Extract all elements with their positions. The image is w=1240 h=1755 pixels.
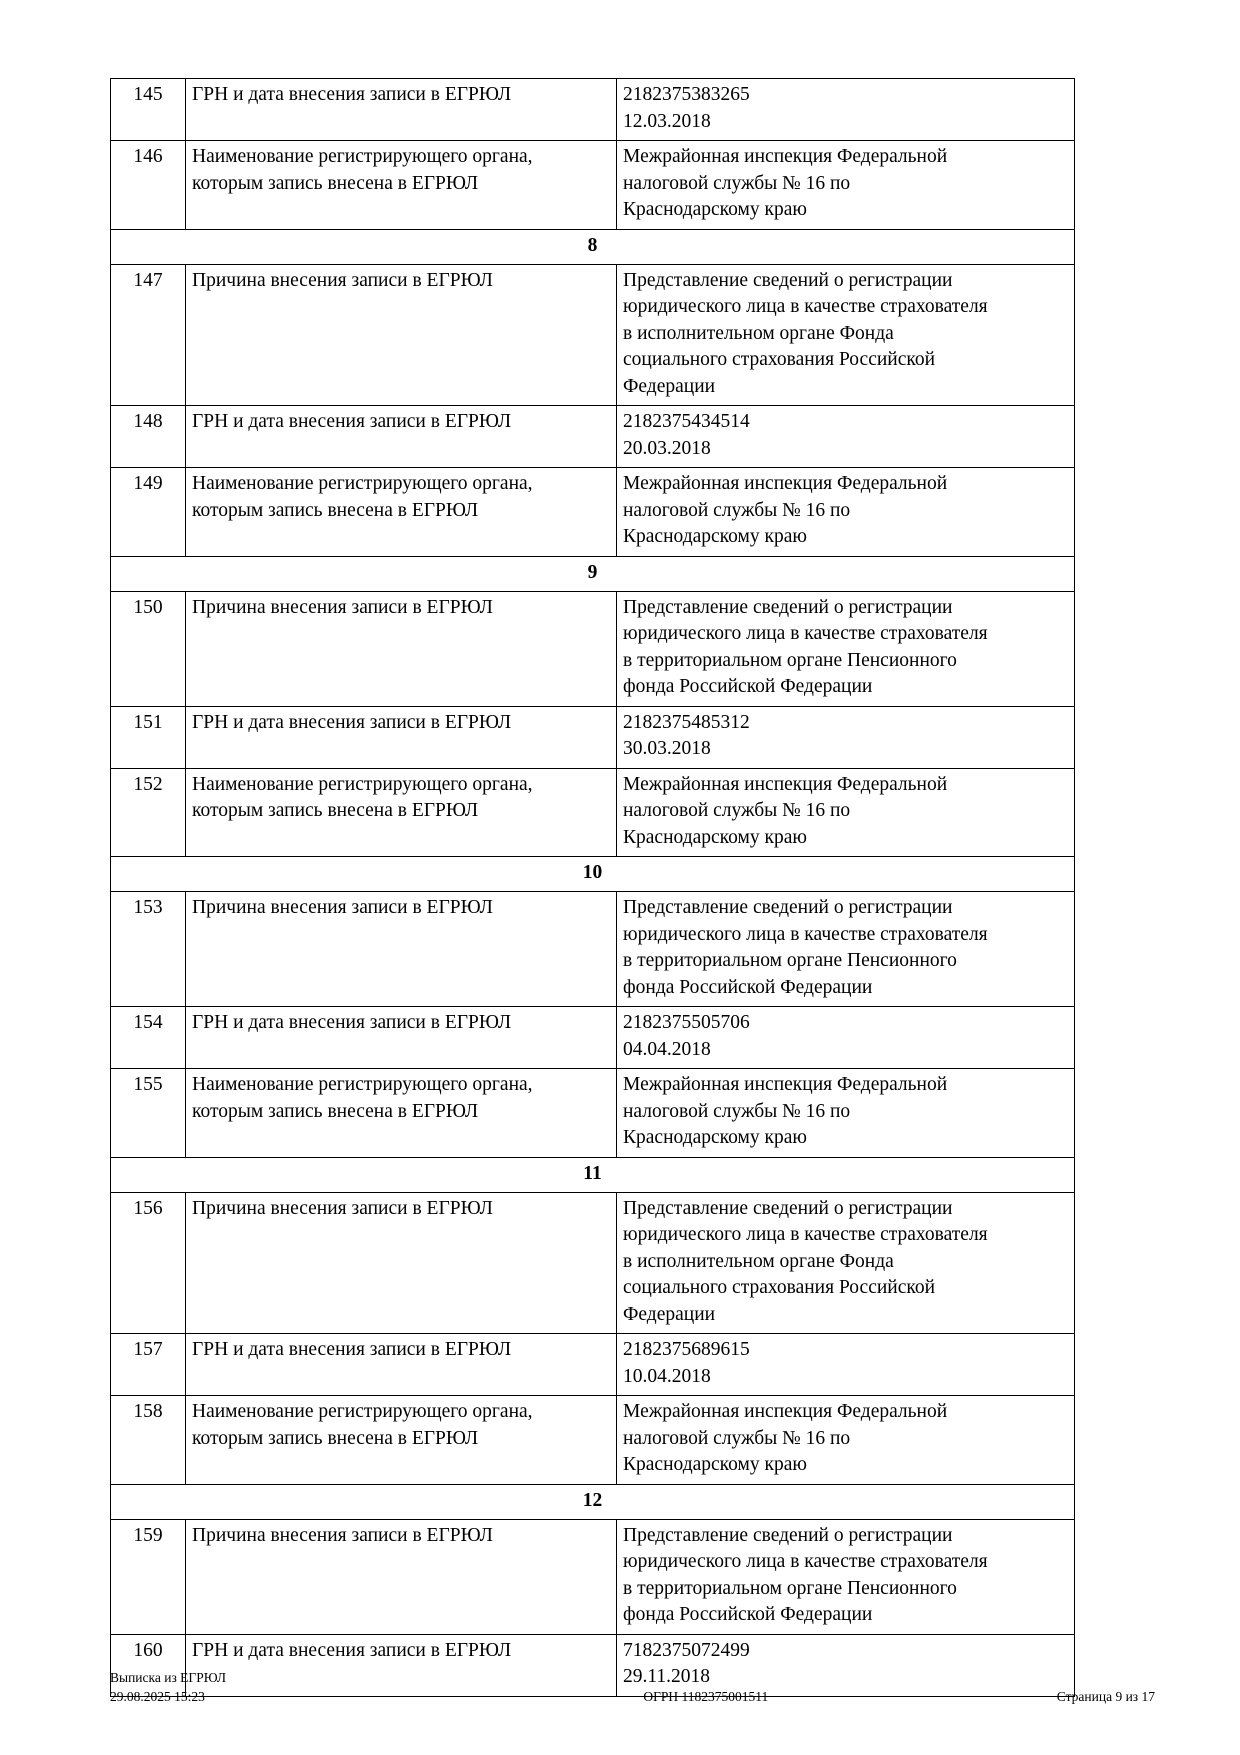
table-row: 149 Наименование регистрирующего органа, … [110,467,1075,557]
row-value: Межрайонная инспекция Федеральной налого… [616,467,1075,557]
table-row: 160 ГРН и дата внесения записи в ЕГРЮЛ 718… [110,1633,1075,1697]
section-header-row: 11 [110,1156,1075,1193]
row-value: 7182375072499 29.11.2018 [616,1633,1075,1697]
table-row: 147 Причина внесения записи в ЕГРЮЛ Предст… [110,263,1075,406]
section-header-row: 12 [110,1483,1075,1520]
row-label: Причина внесения записи в ЕГРЮЛ [185,263,617,406]
row-label: ГРН и дата внесения записи в ЕГРЮЛ [185,78,617,141]
section-header-row: 10 [110,856,1075,892]
row-value: Представление сведений о регистрации юри… [616,891,1075,1007]
footer-page-number: Страница 9 из 17 [1056,1689,1155,1704]
row-value: 2182375434514 20.03.2018 [616,405,1075,468]
row-number: 152 [110,767,186,857]
section-number: 11 [110,1156,1075,1193]
footer-timestamp: 29.08.2025 15:23 [110,1689,205,1704]
row-label: ГРН и дата внесения записи в ЕГРЮЛ [185,705,617,769]
table-body: 145 ГРН и дата внесения записи в ЕГРЮЛ 218… [110,78,1075,1697]
egrul-records-table: 145 ГРН и дата внесения записи в ЕГРЮЛ 218… [110,78,1075,1697]
row-number: 155 [110,1068,186,1158]
row-number: 150 [110,590,186,707]
table-row: 150 Причина внесения записи в ЕГРЮЛ Предст… [110,590,1075,707]
row-number: 157 [110,1333,186,1396]
row-value: Представление сведений о регистрации юри… [616,1518,1075,1635]
row-number: 147 [110,263,186,406]
row-label: Наименование регистрирующего органа, кот… [185,467,617,557]
row-value: 2182375485312 30.03.2018 [616,705,1075,769]
section-number: 8 [110,228,1075,265]
row-value: Представление сведений о регистрации юри… [616,1191,1075,1334]
row-value: 2182375383265 12.03.2018 [616,78,1075,141]
table-row: 151 ГРН и дата внесения записи в ЕГРЮЛ 218… [110,705,1075,769]
row-number: 148 [110,405,186,468]
row-number: 159 [110,1518,186,1635]
footer-document-title: Выписка из ЕГРЮЛ [110,1670,227,1685]
footer-meta-row: 29.08.2025 15:23 ОГРН 1182375001511 Стра… [110,1687,1155,1706]
footer-ogrn: ОГРН 1182375001511 [643,1689,769,1704]
row-value: Межрайонная инспекция Федеральной налого… [616,767,1075,857]
row-number: 154 [110,1006,186,1069]
table-row: 146 Наименование регистрирующего органа, … [110,140,1075,230]
row-label: ГРН и дата внесения записи в ЕГРЮЛ [185,1333,617,1396]
row-number: 153 [110,891,186,1007]
row-number: 151 [110,705,186,769]
row-number: 149 [110,467,186,557]
row-label: ГРН и дата внесения записи в ЕГРЮЛ [185,1006,617,1069]
table-row: 157 ГРН и дата внесения записи в ЕГРЮЛ 218… [110,1333,1075,1396]
row-label: Причина внесения записи в ЕГРЮЛ [185,590,617,707]
table-row: 156 Причина внесения записи в ЕГРЮЛ Предст… [110,1191,1075,1334]
row-number: 160 [110,1633,186,1697]
row-number: 156 [110,1191,186,1334]
section-number: 10 [110,856,1075,892]
table-row: 153 Причина внесения записи в ЕГРЮЛ Предст… [110,891,1075,1007]
row-label: Причина внесения записи в ЕГРЮЛ [185,1191,617,1334]
table-row: 158 Наименование регистрирующего органа, … [110,1395,1075,1485]
row-label: Наименование регистрирующего органа, кот… [185,1395,617,1485]
table-row: 155 Наименование регистрирующего органа, … [110,1068,1075,1158]
row-number: 146 [110,140,186,230]
row-value: 2182375505706 04.04.2018 [616,1006,1075,1069]
row-number: 158 [110,1395,186,1485]
row-value: Межрайонная инспекция Федеральной налого… [616,140,1075,230]
row-label: ГРН и дата внесения записи в ЕГРЮЛ [185,405,617,468]
section-header-row: 9 [110,555,1075,592]
row-value: Межрайонная инспекция Федеральной налого… [616,1068,1075,1158]
row-label: Причина внесения записи в ЕГРЮЛ [185,891,617,1007]
row-value: Межрайонная инспекция Федеральной налого… [616,1395,1075,1485]
row-label: Наименование регистрирующего органа, кот… [185,1068,617,1158]
table-row: 145 ГРН и дата внесения записи в ЕГРЮЛ 218… [110,78,1075,141]
row-label: Наименование регистрирующего органа, кот… [185,140,617,230]
row-label: ГРН и дата внесения записи в ЕГРЮЛ [185,1633,617,1697]
page-footer: Выписка из ЕГРЮЛ 29.08.2025 15:23 ОГРН 1… [110,1668,1155,1706]
row-value: 2182375689615 10.04.2018 [616,1333,1075,1396]
table-row: 154 ГРН и дата внесения записи в ЕГРЮЛ 218… [110,1006,1075,1069]
table-row: 152 Наименование регистрирующего органа, … [110,767,1075,857]
row-label: Причина внесения записи в ЕГРЮЛ [185,1518,617,1635]
row-label: Наименование регистрирующего органа, кот… [185,767,617,857]
table-row: 159 Причина внесения записи в ЕГРЮЛ Предст… [110,1518,1075,1635]
row-value: Представление сведений о регистрации юри… [616,263,1075,406]
section-number: 9 [110,555,1075,592]
row-value: Представление сведений о регистрации юри… [616,590,1075,707]
section-number: 12 [110,1483,1075,1520]
section-header-row: 8 [110,228,1075,265]
table-row: 148 ГРН и дата внесения записи в ЕГРЮЛ 218… [110,405,1075,468]
row-number: 145 [110,78,186,141]
